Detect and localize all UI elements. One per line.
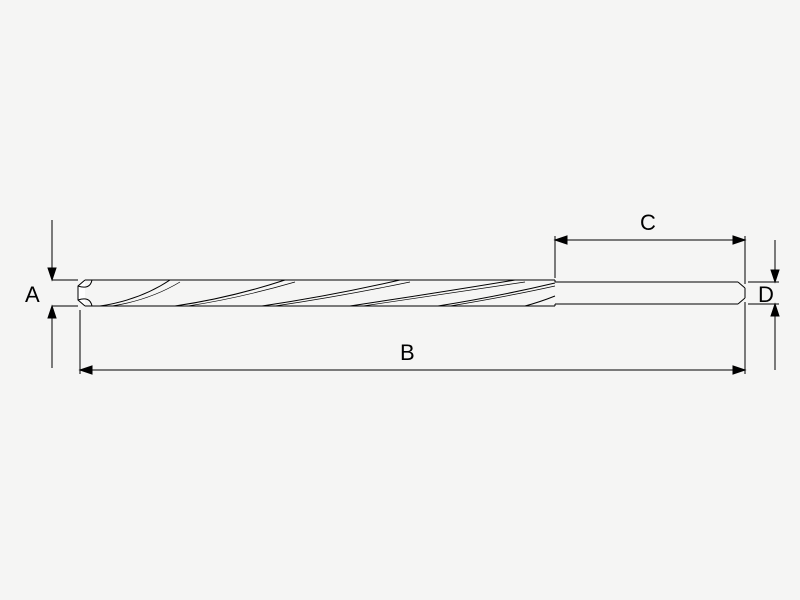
- diagram-canvas: A B C D: [0, 0, 800, 600]
- dimension-C: [555, 236, 745, 284]
- label-D: D: [758, 282, 774, 308]
- drill-diagram-svg: [0, 0, 800, 600]
- label-B: B: [400, 340, 415, 366]
- label-C: C: [640, 210, 656, 236]
- dimension-A: [48, 220, 78, 368]
- label-A: A: [25, 282, 40, 308]
- drill-bit: [78, 280, 745, 306]
